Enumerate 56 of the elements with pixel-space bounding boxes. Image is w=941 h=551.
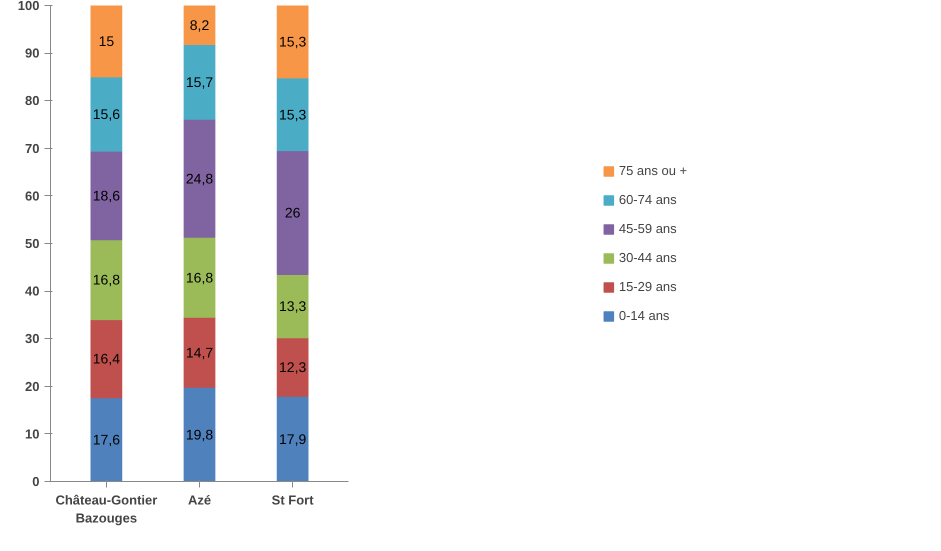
data-label: 15,3 bbox=[279, 106, 306, 122]
legend-label: 45-59 ans bbox=[618, 221, 677, 236]
data-label: 15,6 bbox=[92, 106, 120, 122]
legend-label: 0-14 ans bbox=[618, 308, 670, 323]
data-label: 26 bbox=[284, 204, 301, 221]
x-tick-label: St Fort bbox=[272, 492, 314, 508]
bar bbox=[90, 150, 122, 240]
y-tick-label: 80 bbox=[25, 93, 40, 108]
data-label: 16,8 bbox=[92, 272, 120, 288]
data-label: 19,8 bbox=[186, 426, 214, 442]
data-label: 8,2 bbox=[190, 17, 210, 34]
data-label: 15,7 bbox=[186, 74, 214, 90]
y-tick-label: 10 bbox=[25, 426, 40, 442]
bar bbox=[184, 44, 216, 120]
y-tick-label: 50 bbox=[25, 236, 40, 251]
legend-label: 75 ans ou + bbox=[618, 163, 688, 178]
y-tick-label: 70 bbox=[25, 140, 40, 156]
bar bbox=[90, 239, 122, 320]
data-label: 24,8 bbox=[186, 170, 214, 186]
y-tick-label: 90 bbox=[25, 46, 40, 61]
legend-label: 30-44 ans bbox=[618, 250, 677, 265]
x-tick-label: Château-Gontier Bazouges bbox=[55, 492, 158, 526]
data-label: 12,3 bbox=[279, 359, 306, 376]
bar bbox=[90, 319, 122, 398]
data-label: 15 bbox=[98, 33, 114, 50]
legend-label: 15-29 ans bbox=[618, 279, 677, 294]
data-label: 18,6 bbox=[92, 187, 120, 204]
bar bbox=[276, 396, 308, 482]
bar bbox=[276, 6, 308, 78]
bar bbox=[184, 386, 216, 482]
legend-label: 60-74 ans bbox=[618, 192, 677, 207]
y-tick-label: 40 bbox=[25, 284, 40, 299]
bar bbox=[90, 6, 122, 78]
data-label: 17,6 bbox=[92, 432, 120, 448]
bar bbox=[90, 76, 122, 152]
data-label: 15,3 bbox=[279, 33, 306, 50]
bar bbox=[184, 236, 216, 318]
bar bbox=[184, 118, 216, 238]
y-tick-label: 100 bbox=[18, 0, 40, 13]
y-tick-label: 60 bbox=[25, 188, 40, 204]
bar bbox=[184, 6, 216, 46]
x-tick-label: Azé bbox=[188, 492, 212, 508]
data-label: 17,9 bbox=[279, 430, 306, 447]
data-label: 13,3 bbox=[279, 298, 306, 314]
y-tick-label: 0 bbox=[32, 474, 40, 489]
bar bbox=[90, 397, 122, 482]
bar bbox=[276, 337, 308, 397]
data-label: 16,8 bbox=[186, 269, 214, 286]
bar bbox=[276, 274, 308, 338]
y-tick-label: 30 bbox=[25, 331, 40, 346]
bar bbox=[276, 150, 308, 275]
bar bbox=[276, 77, 308, 152]
y-tick-label: 20 bbox=[25, 378, 40, 394]
data-label: 14,7 bbox=[186, 344, 214, 360]
data-label: 16,4 bbox=[92, 350, 120, 367]
bar bbox=[184, 316, 216, 388]
